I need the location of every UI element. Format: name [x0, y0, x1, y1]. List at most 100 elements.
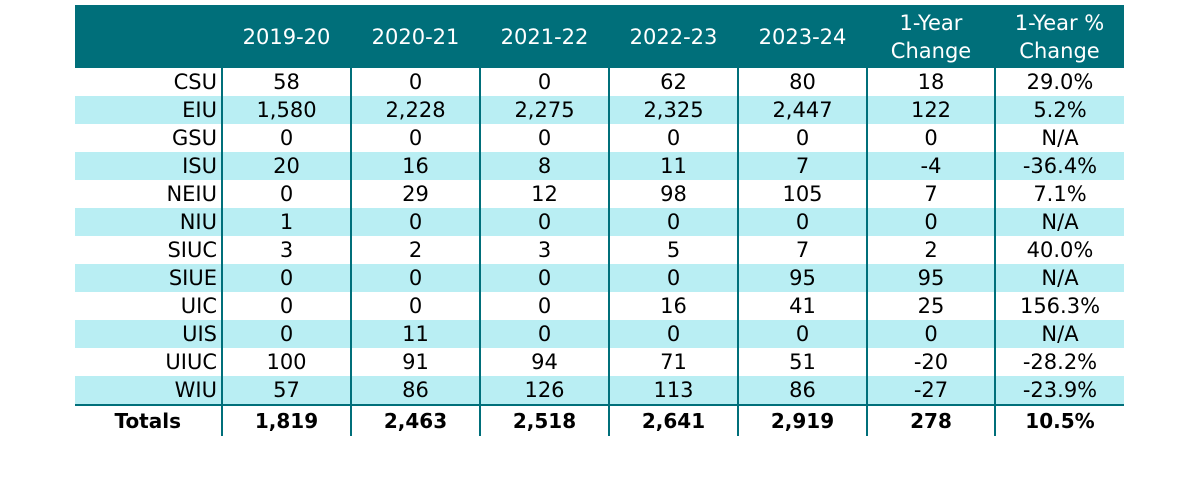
value-cell: 2,447 — [738, 96, 868, 124]
value-cell: 0 — [222, 292, 352, 320]
value-cell: 2 — [867, 236, 996, 264]
value-cell: 7.1% — [1033, 182, 1087, 206]
value-cell: 7 — [738, 152, 868, 180]
value-cell: 41 — [738, 292, 868, 320]
value-cell: 1 — [222, 208, 352, 236]
value-cell: 0 — [351, 292, 481, 320]
value-cell: 1,580 — [222, 96, 352, 124]
value-cell: 8 — [480, 152, 610, 180]
value-cell: 16 — [609, 292, 739, 320]
value-cell: 5 — [609, 236, 739, 264]
value-cell: 91 — [351, 348, 481, 376]
total-value-cell: 10.5% — [1025, 409, 1095, 433]
totals-label: Totals — [75, 405, 223, 436]
table-row: CSU 58 0 0 62 80 18 29.0% — [75, 68, 1124, 96]
institution-cell: EIU — [75, 96, 223, 124]
value-cell: 0 — [222, 320, 352, 348]
value-cell: 0 — [609, 124, 739, 152]
header-cell: 2022-23 — [609, 5, 738, 68]
table-row: GSU 0 0 0 0 0 0 N/A — [75, 124, 1124, 152]
header-cell: 2019-20 — [222, 5, 351, 68]
value-cell: 58 — [222, 68, 352, 96]
total-value-cell: 2,919 — [738, 405, 868, 436]
value-cell: 0 — [867, 208, 996, 236]
value-cell: 18 — [867, 68, 996, 96]
institution-cell: WIU — [75, 376, 223, 406]
header-cell: 2021-22 — [480, 5, 609, 68]
value-cell: 95 — [738, 264, 868, 292]
value-cell: -28.2% — [1022, 350, 1098, 374]
value-cell: 80 — [738, 68, 868, 96]
value-cell: N/A — [1041, 126, 1079, 150]
value-cell: 105 — [738, 180, 868, 208]
total-value-cell: 1,819 — [222, 405, 352, 436]
value-cell: 0 — [867, 320, 996, 348]
header-cell: 2023-24 — [738, 5, 867, 68]
institution-cell: NIU — [75, 208, 223, 236]
value-cell: -20 — [867, 348, 996, 376]
institution-cell: SIUC — [75, 236, 223, 264]
value-cell: -4 — [867, 152, 996, 180]
value-cell: 0 — [480, 292, 610, 320]
value-cell: 113 — [609, 376, 739, 406]
value-cell: 29 — [351, 180, 481, 208]
value-cell: 126 — [480, 376, 610, 406]
institution-cell: NEIU — [75, 180, 223, 208]
value-cell: 0 — [222, 264, 352, 292]
value-cell: 0 — [480, 208, 610, 236]
value-cell: -23.9% — [995, 376, 1124, 406]
value-cell: 156.3% — [1019, 294, 1101, 318]
header-cell: 2020-21 — [351, 5, 480, 68]
value-cell: 0 — [738, 320, 868, 348]
table-row: SIUC 3 2 3 5 7 2 40.0% — [75, 236, 1124, 264]
institution-cell: UIS — [75, 320, 223, 348]
value-cell: 0 — [351, 124, 481, 152]
value-cell: 2,275 — [480, 96, 610, 124]
value-cell: 3 — [222, 236, 352, 264]
value-cell: 5.2% — [995, 96, 1124, 124]
table-row: ISU 20 16 8 11 7 -4 -36.4% — [75, 152, 1124, 180]
institution-cell: UIUC — [75, 348, 223, 376]
value-cell: 29.0% — [1026, 70, 1094, 94]
value-cell: 0 — [480, 320, 610, 348]
value-cell: -27 — [867, 376, 996, 406]
value-cell: 94 — [480, 348, 610, 376]
table-row: NIU 1 0 0 0 0 0 N/A — [75, 208, 1124, 236]
value-cell: 98 — [609, 180, 739, 208]
value-cell: 62 — [609, 68, 739, 96]
table-row: UIUC 100 91 94 71 51 -20 -28.2% — [75, 348, 1124, 376]
header-label: 2023-24 — [758, 24, 847, 49]
value-cell: 0 — [867, 124, 996, 152]
value-cell: 51 — [738, 348, 868, 376]
header-cell: 1-Year Change — [867, 5, 995, 68]
header-label: 2021-22 — [500, 24, 589, 49]
total-value-cell: 278 — [867, 405, 996, 436]
value-cell: 11 — [609, 152, 739, 180]
table-row: UIS 0 11 0 0 0 0 N/A — [75, 320, 1124, 348]
value-cell: 7 — [738, 236, 868, 264]
totals-row: Totals 1,819 2,463 2,518 2,641 2,919 278 10.5% — [75, 405, 1124, 436]
value-cell: 0 — [738, 208, 868, 236]
header-cell-institution — [75, 5, 222, 68]
table-row: EIU 1,580 2,228 2,275 2,325 2,447 122 5.2% — [75, 96, 1124, 124]
table-row: SIUE 0 0 0 0 95 95 N/A — [75, 264, 1124, 292]
institution-cell: GSU — [75, 124, 223, 152]
value-cell: 2,228 — [351, 96, 481, 124]
value-cell: 0 — [609, 320, 739, 348]
header-label: Change — [1019, 38, 1100, 63]
enrollment-table: 2019-20 2020-21 2021-22 2022-23 2023-24 1-Yea… — [75, 5, 1124, 436]
value-cell: 2,325 — [609, 96, 739, 124]
header-label: 1-Year — [899, 10, 963, 35]
total-value-cell: 2,641 — [609, 405, 739, 436]
value-cell: 0 — [609, 208, 739, 236]
value-cell: 0 — [351, 68, 481, 96]
table-body: CSU 58 0 0 62 80 18 29.0% EIU 1,580 2,228 2,275 2,32… — [75, 68, 1124, 406]
value-cell: 3 — [480, 236, 610, 264]
institution-cell: CSU — [75, 68, 223, 96]
header-label: 2019-20 — [242, 24, 331, 49]
value-cell: 12 — [480, 180, 610, 208]
value-cell: 0 — [351, 264, 481, 292]
header-cell: 1-Year % Change — [995, 5, 1124, 68]
value-cell: 0 — [351, 208, 481, 236]
value-cell: N/A — [995, 320, 1124, 348]
